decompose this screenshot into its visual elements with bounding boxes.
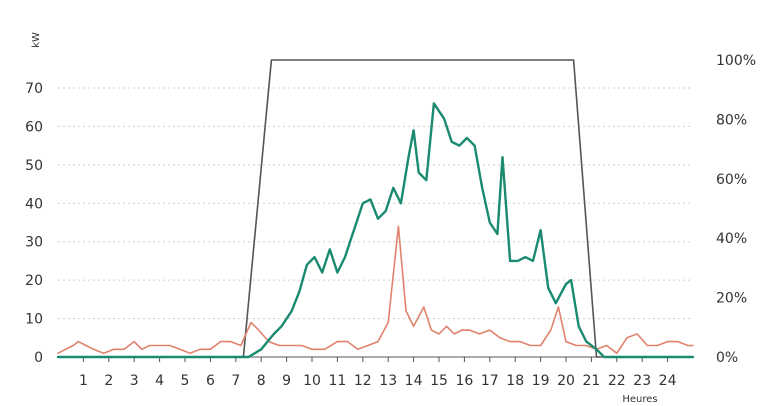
y-axis-label: kW bbox=[31, 32, 42, 48]
y-left-tick-label: 0 bbox=[34, 350, 43, 366]
y-right-tick-label: 40% bbox=[716, 231, 747, 247]
production-line bbox=[56, 102, 695, 359]
y-right-tick-label: 20% bbox=[716, 291, 747, 307]
x-tick-label: 23 bbox=[633, 373, 651, 389]
x-tick-label: 20 bbox=[557, 373, 575, 389]
x-tick-label: 18 bbox=[506, 373, 524, 389]
y-left-tick-label: 60 bbox=[25, 119, 43, 135]
y-left-tick-label: 70 bbox=[25, 81, 43, 97]
percentage-line bbox=[57, 59, 694, 358]
x-tick-label: 1 bbox=[79, 373, 88, 389]
x-tick-label: 11 bbox=[328, 373, 346, 389]
x-tick-label: 4 bbox=[155, 373, 164, 389]
x-tick-label: 6 bbox=[206, 373, 215, 389]
y-left-tick-label: 10 bbox=[25, 312, 43, 328]
x-tick-label: 2 bbox=[104, 373, 113, 389]
x-tick-label: 15 bbox=[430, 373, 448, 389]
x-tick-label: 21 bbox=[582, 373, 600, 389]
y-left-tick-label: 50 bbox=[25, 158, 43, 174]
x-tick-label: 7 bbox=[231, 373, 240, 389]
x-tick-label: 17 bbox=[481, 373, 499, 389]
x-tick-label: 12 bbox=[354, 373, 372, 389]
consumption-line bbox=[57, 225, 694, 354]
x-tick-label: 10 bbox=[303, 373, 321, 389]
y-left-tick-label: 30 bbox=[25, 235, 43, 251]
x-tick-label: 8 bbox=[257, 373, 266, 389]
x-tick-label: 16 bbox=[455, 373, 473, 389]
y-left-tick-label: 40 bbox=[25, 196, 43, 212]
y-right-tick-label: 0% bbox=[716, 350, 738, 366]
x-tick-label: 5 bbox=[181, 373, 190, 389]
y-right-tick-label: 80% bbox=[716, 112, 747, 128]
x-tick-label: 14 bbox=[405, 373, 423, 389]
x-tick-label: 22 bbox=[608, 373, 626, 389]
x-axis-label: Heures bbox=[622, 394, 657, 405]
x-tick-label: 9 bbox=[282, 373, 291, 389]
x-tick-label: 13 bbox=[379, 373, 397, 389]
y-right-tick-label: 60% bbox=[716, 172, 747, 188]
x-tick-label: 3 bbox=[130, 373, 139, 389]
x-tick-label: 24 bbox=[659, 373, 677, 389]
x-tick-label: 19 bbox=[532, 373, 550, 389]
y-left-tick-label: 20 bbox=[25, 273, 43, 289]
y-right-tick-label: 100% bbox=[716, 53, 756, 69]
